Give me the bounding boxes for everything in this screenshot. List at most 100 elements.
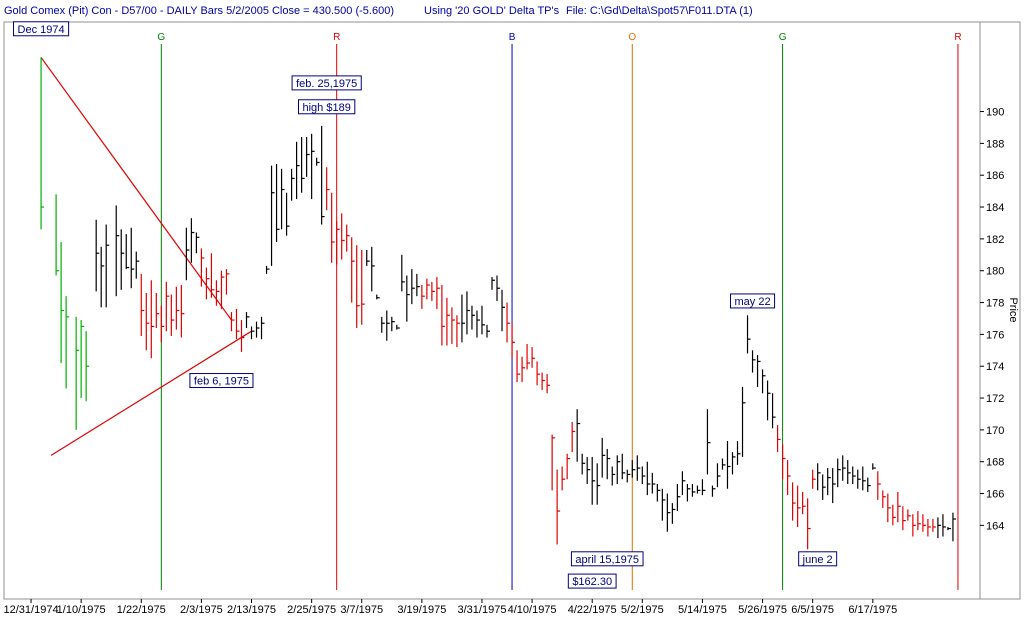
x-tick-label-10: 4/22/1975 — [568, 604, 617, 616]
price-bar-97 — [551, 434, 556, 491]
price-bar-67 — [401, 254, 405, 292]
price-bar-37 — [250, 326, 255, 340]
annotation-3: feb 6, 1975 — [189, 373, 254, 389]
price-bar-50 — [316, 157, 320, 166]
price-bar-12 — [125, 234, 130, 270]
price-bar-145 — [792, 482, 796, 521]
svg-text:feb. 25,1975: feb. 25,1975 — [296, 78, 357, 90]
price-bar-153 — [832, 468, 836, 504]
price-bar-124 — [686, 483, 691, 502]
price-bar-49 — [311, 133, 315, 200]
price-bar-64 — [386, 310, 390, 341]
price-bar-71 — [421, 285, 425, 309]
price-bar-4 — [75, 316, 80, 430]
price-bar-84 — [486, 324, 490, 338]
price-bar-90 — [516, 350, 521, 383]
x-tick-label-9: 4/10/1975 — [508, 604, 557, 616]
price-bar-73 — [431, 281, 435, 301]
price-bar-75 — [441, 285, 445, 346]
price-bar-130 — [716, 463, 721, 488]
price-bar-148 — [807, 498, 811, 550]
price-bar-137 — [751, 350, 756, 373]
price-bar-119 — [661, 488, 666, 521]
price-bar-29 — [210, 253, 215, 298]
x-tick-label-2: 1/22/1975 — [117, 604, 166, 616]
price-bar-55 — [341, 213, 345, 260]
price-bar-165 — [892, 504, 896, 526]
price-bar-139 — [761, 369, 766, 394]
price-bar-88 — [506, 302, 511, 343]
price-bar-104 — [586, 456, 591, 484]
annotation-5: april 15,1975 — [570, 551, 644, 567]
x-tick-label-1: 1/10/1975 — [57, 604, 106, 616]
price-bar-135 — [741, 386, 746, 457]
turning-point-label-2: B — [509, 32, 516, 43]
price-bar-160 — [867, 477, 871, 492]
svg-text:$162.30: $162.30 — [572, 576, 612, 588]
price-bar-66 — [396, 324, 400, 330]
y-tick-label-9: 182 — [986, 234, 1004, 246]
price-bar-174 — [937, 517, 941, 539]
price-bar-44 — [285, 192, 290, 236]
y-tick-label-2: 168 — [986, 457, 1004, 469]
price-bar-82 — [476, 310, 480, 338]
y-tick-label-6: 176 — [986, 329, 1004, 341]
price-bar-41 — [270, 165, 275, 266]
price-bar-76 — [446, 297, 450, 346]
price-bar-121 — [671, 503, 676, 524]
price-bar-143 — [781, 444, 786, 480]
price-bar-150 — [817, 463, 821, 491]
x-tick-label-4: 2/13/1975 — [227, 604, 276, 616]
price-bar-9 — [105, 224, 110, 308]
price-bar-159 — [862, 466, 866, 491]
price-bar-166 — [897, 491, 901, 523]
price-bar-91 — [521, 356, 526, 383]
y-tick-label-4: 172 — [986, 393, 1004, 405]
price-bar-80 — [466, 291, 470, 335]
svg-text:may 22: may 22 — [734, 296, 770, 308]
y-tick-label-13: 190 — [986, 107, 1004, 119]
price-bar-156 — [847, 460, 851, 484]
price-bar-113 — [631, 460, 636, 478]
x-tick-label-7: 3/19/1975 — [397, 604, 446, 616]
price-bar-22 — [175, 286, 180, 330]
price-bar-34 — [235, 308, 240, 340]
price-bar-142 — [776, 425, 781, 453]
y-tick-label-10: 184 — [986, 202, 1004, 214]
price-bar-32 — [225, 269, 230, 295]
turning-point-label-0: G — [157, 32, 165, 43]
price-bar-96 — [546, 374, 551, 394]
price-bar-14 — [135, 251, 140, 279]
turning-point-label-3: O — [628, 32, 636, 43]
price-bar-24 — [185, 227, 190, 281]
price-bar-169 — [912, 514, 916, 537]
price-bar-132 — [726, 441, 731, 489]
annotation-1: feb. 25,1975 — [291, 75, 362, 91]
price-bar-5 — [80, 320, 85, 399]
price-bar-127 — [701, 479, 706, 496]
price-bar-77 — [451, 307, 455, 344]
price-bar-87 — [501, 289, 506, 332]
header-instrument: Gold Comex (Pit) Con - D57/00 - DAILY Ba… — [4, 5, 394, 17]
price-bar-171 — [922, 514, 926, 532]
price-bars — [40, 57, 956, 550]
price-bar-25 — [190, 218, 195, 263]
x-tick-label-3: 2/3/1975 — [180, 604, 223, 616]
price-bar-103 — [581, 453, 586, 475]
price-bar-177 — [952, 512, 956, 542]
price-bar-61 — [371, 246, 375, 292]
price-bar-112 — [626, 469, 631, 483]
price-bar-63 — [381, 316, 385, 333]
price-bar-151 — [822, 474, 826, 500]
x-tick-label-13: 5/26/1975 — [738, 604, 787, 616]
price-bar-176 — [947, 526, 951, 531]
x-tick-label-12: 5/14/1975 — [678, 604, 727, 616]
annotations: Dec 1974 feb. 25,1975 high $189 feb 6, 1975… — [13, 21, 838, 589]
price-bar-51 — [321, 125, 325, 225]
price-bar-3 — [65, 296, 70, 389]
price-bar-101 — [571, 421, 576, 453]
price-bar-140 — [766, 380, 771, 421]
x-tick-label-14: 6/5/1975 — [791, 604, 834, 616]
price-bar-7 — [95, 219, 100, 292]
